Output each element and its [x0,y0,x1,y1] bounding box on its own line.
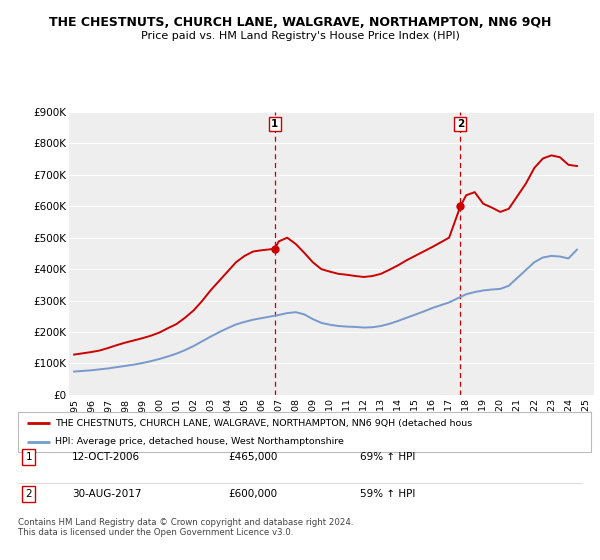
Text: £600,000: £600,000 [228,489,277,499]
Text: THE CHESTNUTS, CHURCH LANE, WALGRAVE, NORTHAMPTON, NN6 9QH: THE CHESTNUTS, CHURCH LANE, WALGRAVE, NO… [49,16,551,29]
Text: 30-AUG-2017: 30-AUG-2017 [72,489,142,499]
Text: 69% ↑ HPI: 69% ↑ HPI [360,452,415,462]
Text: 2: 2 [25,489,32,499]
Text: 1: 1 [25,452,32,462]
Text: 1: 1 [271,119,278,129]
Text: HPI: Average price, detached house, West Northamptonshire: HPI: Average price, detached house, West… [55,437,344,446]
Text: 59% ↑ HPI: 59% ↑ HPI [360,489,415,499]
Text: THE CHESTNUTS, CHURCH LANE, WALGRAVE, NORTHAMPTON, NN6 9QH (detached hous: THE CHESTNUTS, CHURCH LANE, WALGRAVE, NO… [55,418,472,427]
Text: Price paid vs. HM Land Registry's House Price Index (HPI): Price paid vs. HM Land Registry's House … [140,31,460,41]
Text: Contains HM Land Registry data © Crown copyright and database right 2024.
This d: Contains HM Land Registry data © Crown c… [18,518,353,538]
Text: 2: 2 [457,119,464,129]
Text: 12-OCT-2006: 12-OCT-2006 [72,452,140,462]
Text: £465,000: £465,000 [228,452,277,462]
